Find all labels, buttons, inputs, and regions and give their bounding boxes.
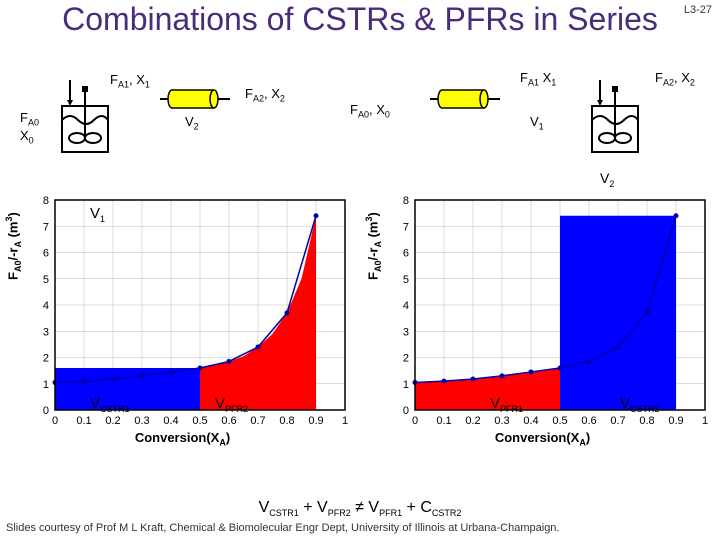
left-in-label: FA1, X1 xyxy=(110,72,150,90)
svg-text:0.8: 0.8 xyxy=(639,415,654,427)
pfr-left-icon xyxy=(160,88,230,110)
left-cstr-label: FA0X0 xyxy=(20,110,39,145)
reactor-diagrams: FA1, X1 FA0X0 FA2, X2 V2 FA0, X0 xyxy=(0,80,720,180)
left-chart-ylabel: FA0/-rA (m3) xyxy=(4,212,23,280)
svg-text:2: 2 xyxy=(43,353,49,365)
svg-text:0: 0 xyxy=(52,415,58,427)
right-cstr-out-label: FA2, X2 xyxy=(655,70,695,88)
left-chart-xlabel: Conversion(XA) xyxy=(10,430,355,448)
svg-text:0.6: 0.6 xyxy=(221,415,236,427)
svg-text:8: 8 xyxy=(403,195,409,207)
right-pfr-out-label: FA1 X1 xyxy=(520,70,556,88)
svg-text:7: 7 xyxy=(43,221,49,233)
svg-text:4: 4 xyxy=(43,300,49,312)
svg-text:0.7: 0.7 xyxy=(250,415,265,427)
svg-text:3: 3 xyxy=(43,326,49,338)
svg-text:0.3: 0.3 xyxy=(134,415,149,427)
pfr-right-icon xyxy=(430,88,500,110)
svg-text:5: 5 xyxy=(403,274,409,286)
svg-text:0.2: 0.2 xyxy=(105,415,120,427)
right-chart-ylabel: FA0/-rA (m3) xyxy=(364,212,383,280)
svg-text:2: 2 xyxy=(403,353,409,365)
svg-text:7: 7 xyxy=(403,221,409,233)
svg-text:0: 0 xyxy=(43,405,49,417)
svg-text:0.9: 0.9 xyxy=(308,415,323,427)
svg-text:0.4: 0.4 xyxy=(163,415,178,427)
svg-text:1: 1 xyxy=(43,379,49,391)
svg-text:6: 6 xyxy=(403,248,409,260)
cstr-left-icon xyxy=(60,80,110,160)
svg-text:0.4: 0.4 xyxy=(523,415,538,427)
left-chart: 00.10.20.30.40.50.60.70.80.91012345678 F… xyxy=(10,190,355,450)
svg-text:0.9: 0.9 xyxy=(668,415,683,427)
slide-title: Combinations of CSTRs & PFRs in Series xyxy=(40,2,680,37)
svg-text:0.2: 0.2 xyxy=(465,415,480,427)
left-pfr-out-label: FA2, X2 xyxy=(245,86,285,104)
svg-text:0.6: 0.6 xyxy=(581,415,596,427)
footer-credit: Slides courtesy of Prof M L Kraft, Chemi… xyxy=(6,522,716,534)
svg-text:6: 6 xyxy=(43,248,49,260)
right-chart-xlabel: Conversion(XA) xyxy=(370,430,715,448)
svg-text:0.7: 0.7 xyxy=(610,415,625,427)
svg-text:0.1: 0.1 xyxy=(76,415,91,427)
svg-text:8: 8 xyxy=(43,195,49,207)
right-cstr-v2-label: V2 xyxy=(600,170,614,189)
right-chart: 00.10.20.30.40.50.60.70.80.91012345678 F… xyxy=(370,190,715,450)
svg-text:0.8: 0.8 xyxy=(279,415,294,427)
equation: VCSTR1 + VPFR2 ≠ VPFR1 + CCSTR2 xyxy=(0,499,720,518)
svg-text:3: 3 xyxy=(403,326,409,338)
left-chart-vpfr: VPFR2 xyxy=(215,395,248,414)
left-chart-v1: V1 xyxy=(90,205,105,224)
right-chart-vpfr: VPFR1 xyxy=(490,395,523,414)
left-pfr-v-label: V2 xyxy=(185,114,199,132)
svg-text:0: 0 xyxy=(412,415,418,427)
right-in-label: FA0, X0 xyxy=(350,102,390,120)
svg-text:1: 1 xyxy=(702,415,708,427)
slide-number: L3-27 xyxy=(684,4,712,16)
left-chart-vcstr: VCSTR1 xyxy=(90,395,130,414)
svg-text:0.1: 0.1 xyxy=(436,415,451,427)
svg-text:0.5: 0.5 xyxy=(192,415,207,427)
svg-text:0.3: 0.3 xyxy=(494,415,509,427)
cstr-right-icon xyxy=(590,80,640,160)
svg-text:0: 0 xyxy=(403,405,409,417)
svg-text:5: 5 xyxy=(43,274,49,286)
svg-text:4: 4 xyxy=(403,300,409,312)
right-pfr-v-label: V1 xyxy=(530,114,544,132)
right-chart-vcstr: VCSTR2 xyxy=(620,395,660,414)
svg-text:1: 1 xyxy=(403,379,409,391)
svg-text:0.5: 0.5 xyxy=(552,415,567,427)
svg-text:1: 1 xyxy=(342,415,348,427)
